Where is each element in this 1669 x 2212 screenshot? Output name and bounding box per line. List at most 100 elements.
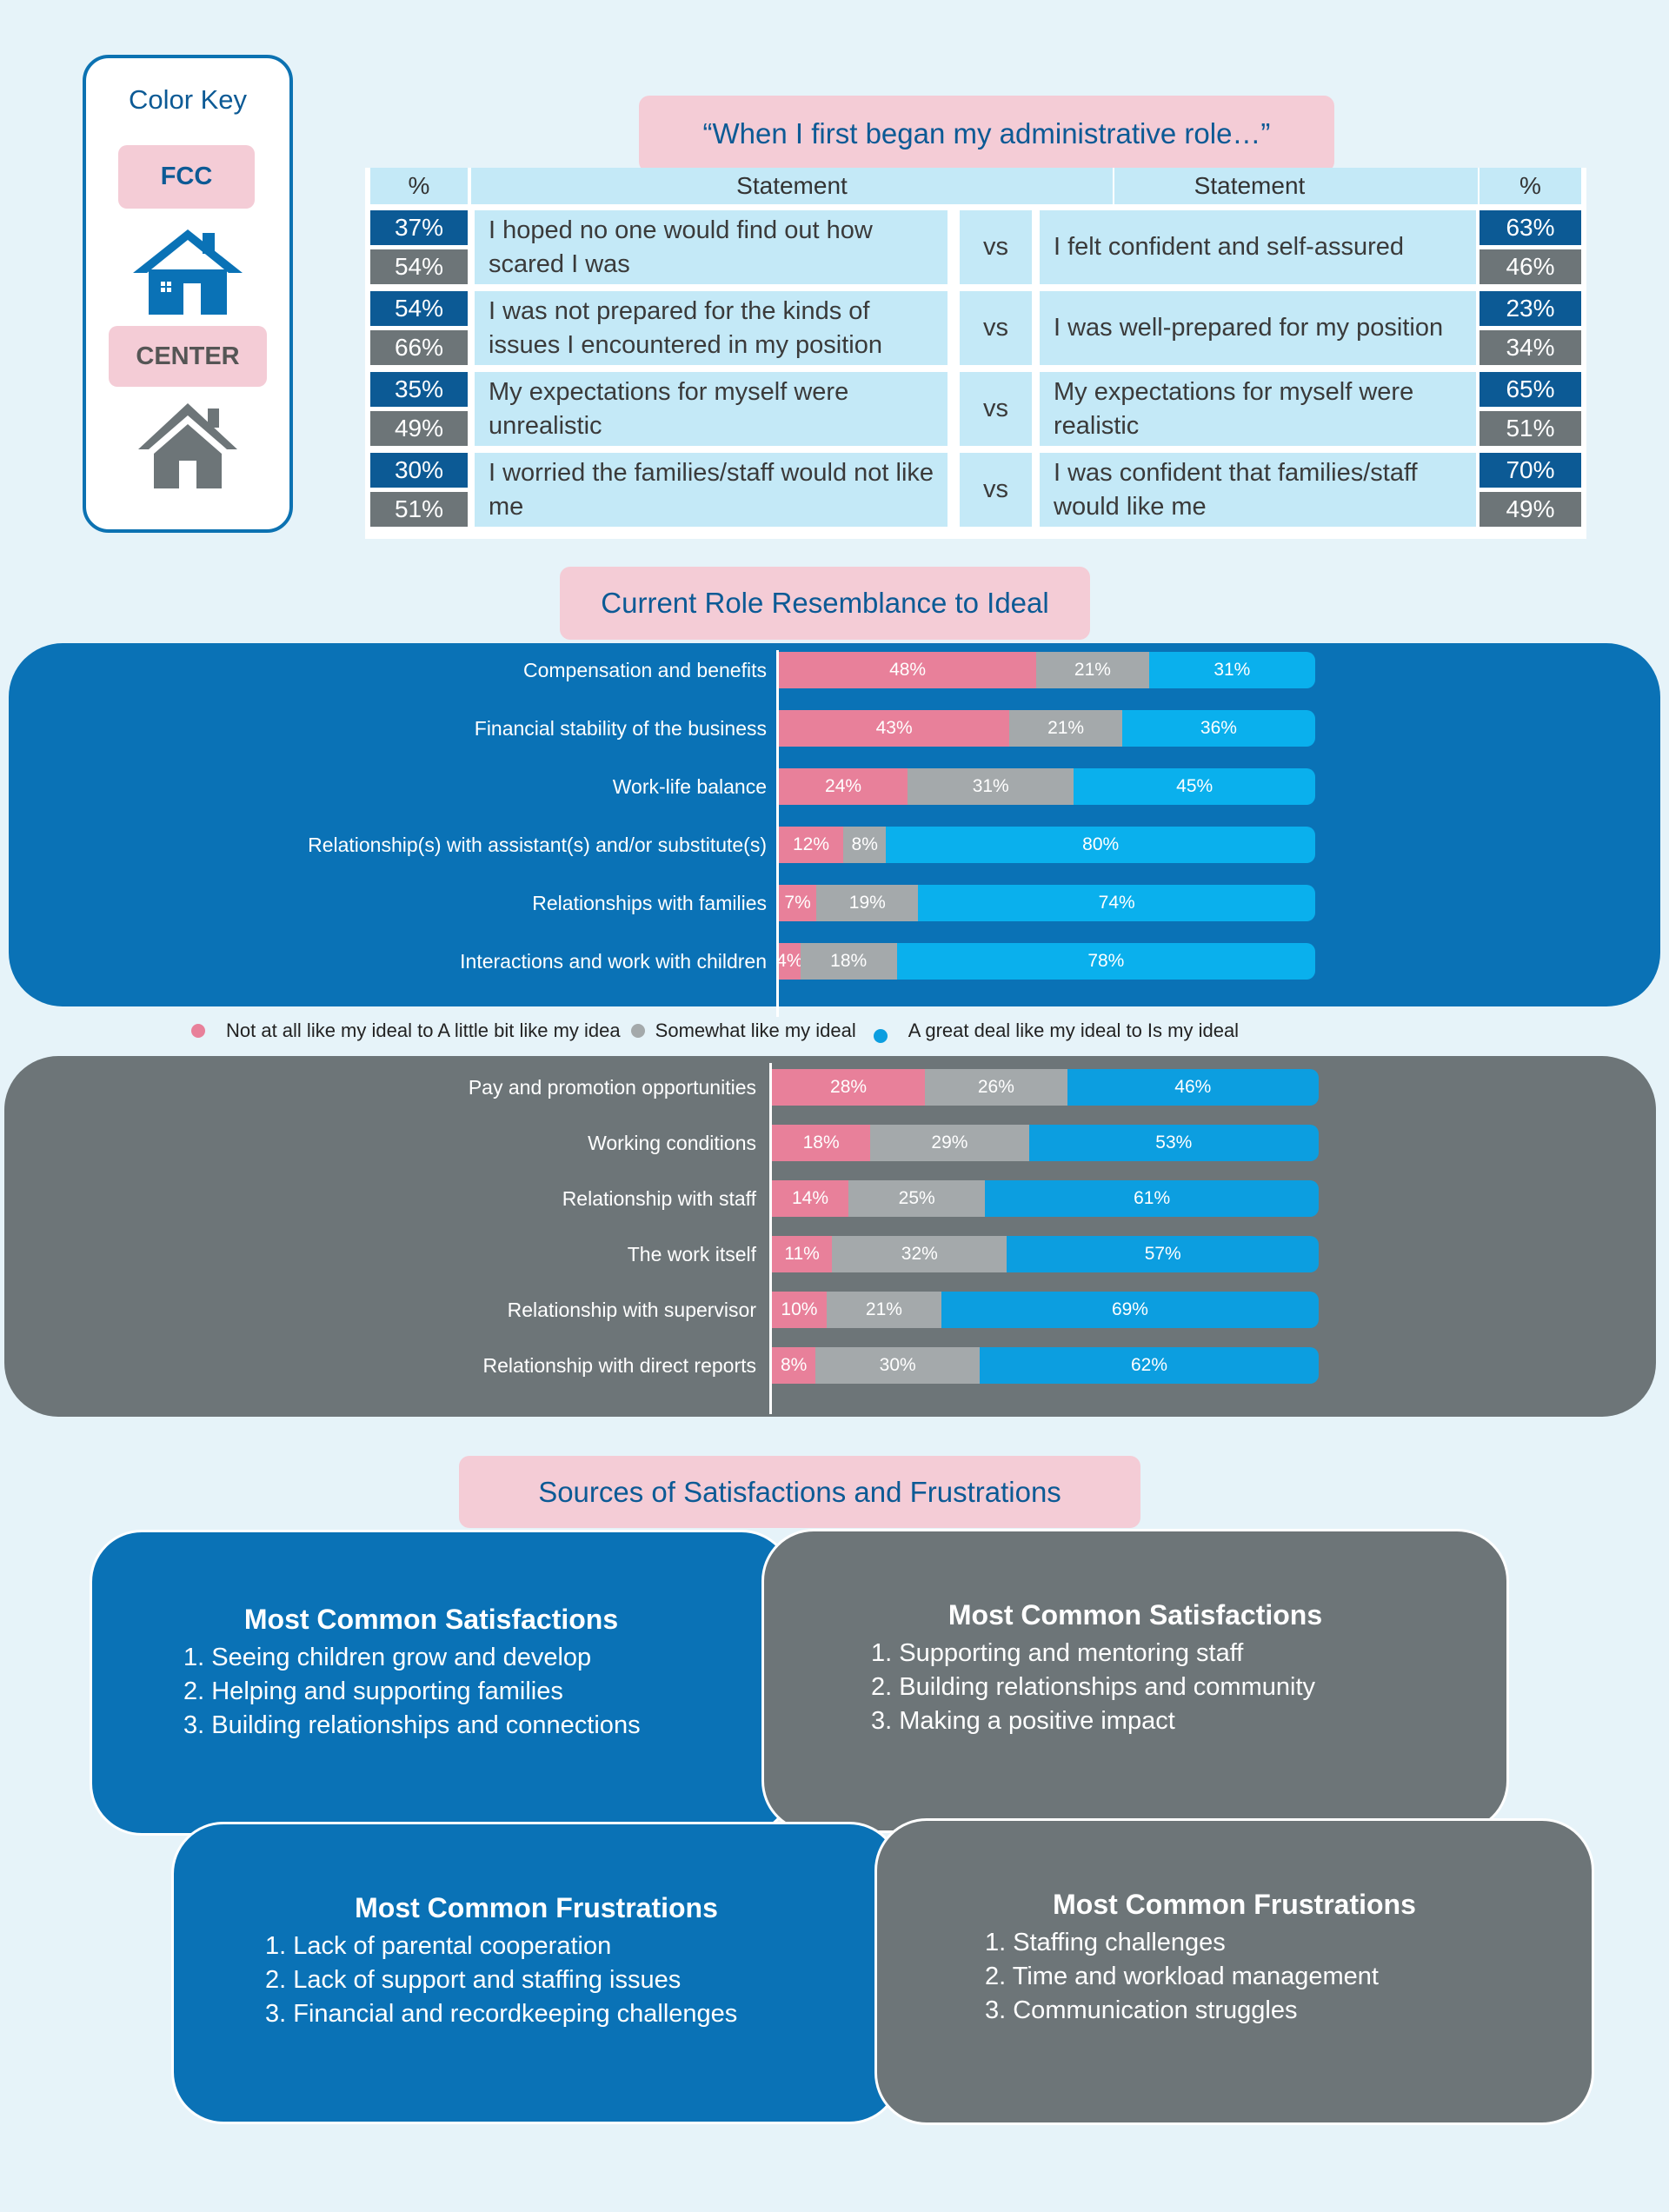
legend-label-low: Not at all like my ideal to A little bit… xyxy=(226,1020,621,1041)
left-statement: I hoped no one would find out how scared… xyxy=(475,210,948,284)
legend-item-low: Not at all like my ideal to A little bit… xyxy=(191,1020,621,1042)
card-list: 1. Staffing challenges 2. Time and workl… xyxy=(877,1926,1592,2028)
legend-label-high: A great deal like my ideal to Is my idea… xyxy=(908,1020,1240,1041)
right-fcc-pct: 23% xyxy=(1479,291,1581,326)
statement-left-header: Statement xyxy=(471,168,1113,204)
center-satisfactions-card: Most Common Satisfactions 1. Supporting … xyxy=(761,1529,1509,1833)
category-label: The work itself xyxy=(627,1243,756,1265)
category-label: Pay and promotion opportunities xyxy=(468,1076,756,1099)
left-fcc-pct: 37% xyxy=(370,210,468,245)
bar-segment: 11% xyxy=(772,1236,833,1272)
bar-segment: 62% xyxy=(980,1347,1319,1384)
sources-section-header: Sources of Satisfactions and Frustration… xyxy=(459,1456,1140,1528)
category-label: Relationships with families xyxy=(532,892,767,914)
bar-segment: 45% xyxy=(1074,768,1315,805)
bar-segment: 21% xyxy=(1009,710,1122,747)
legend-dot-gray xyxy=(630,1024,645,1038)
bar-segment: 29% xyxy=(870,1125,1029,1161)
category-label: Interactions and work with children xyxy=(460,950,767,973)
list-item: 3. Communication struggles xyxy=(985,1996,1298,2024)
bar-segment: 21% xyxy=(826,1292,941,1328)
fcc-bar-chart: Compensation and benefits 48% 21% 31% Financ… xyxy=(9,643,1660,1017)
legend-dot-blue xyxy=(873,1029,888,1043)
center-bar-chart: Pay and promotion opportunities 28% 26% 46%… xyxy=(4,1056,1656,1417)
ideal-section-header: Current Role Resemblance to Ideal xyxy=(560,567,1090,640)
list-item: 1. Seeing children grow and develop xyxy=(183,1644,592,1671)
bar-segment: 8% xyxy=(772,1347,816,1384)
list-item: 2. Building relationships and community xyxy=(871,1673,1315,1701)
right-center-pct: 49% xyxy=(1479,492,1581,527)
stacked-bar: 43% 21% 36% xyxy=(779,710,1315,747)
right-fcc-pct: 70% xyxy=(1479,453,1581,488)
category-label: Relationship(s) with assistant(s) and/or… xyxy=(308,834,767,856)
bar-segment: 31% xyxy=(908,768,1074,805)
bar-segment: 12% xyxy=(779,827,844,863)
list-item: 1. Staffing challenges xyxy=(985,1929,1226,1956)
card-list: 1. Seeing children grow and develop 2. H… xyxy=(92,1641,770,1743)
legend-item-high: A great deal like my ideal to Is my idea… xyxy=(873,1020,1239,1043)
vs-label: vs xyxy=(960,453,1032,527)
bar-segment: 46% xyxy=(1067,1069,1319,1106)
legend-label-mid: Somewhat like my ideal xyxy=(655,1020,856,1041)
right-statement: I was well-prepared for my position xyxy=(1040,291,1476,365)
list-item: 3. Making a positive impact xyxy=(871,1707,1175,1735)
right-statement: I was confident that families/staff woul… xyxy=(1040,453,1476,527)
bar-segment: 32% xyxy=(832,1236,1007,1272)
bar-segment: 30% xyxy=(815,1347,980,1384)
home-icon xyxy=(138,402,238,493)
bar-segment: 78% xyxy=(896,943,1315,980)
left-center-pct: 54% xyxy=(370,249,468,284)
bar-segment: 57% xyxy=(1007,1236,1319,1272)
center-key-label: CENTER xyxy=(109,326,267,387)
list-item: 1. Lack of parental cooperation xyxy=(265,1932,612,1960)
list-item: 2. Lack of support and staffing issues xyxy=(265,1966,682,1994)
right-fcc-pct: 65% xyxy=(1479,372,1581,407)
bar-segment: 18% xyxy=(800,943,897,980)
card-list: 1. Supporting and mentoring staff 2. Bui… xyxy=(764,1637,1506,1738)
statement-right-header: Statement xyxy=(1194,172,1306,199)
bar-segment: 43% xyxy=(779,710,1010,747)
category-label: Relationship with supervisor xyxy=(507,1299,756,1321)
bar-segment: 4% xyxy=(779,943,803,980)
left-fcc-pct: 54% xyxy=(370,291,468,326)
right-center-pct: 34% xyxy=(1479,330,1581,365)
bar-segment: 8% xyxy=(843,827,887,863)
card-title: Most Common Satisfactions xyxy=(243,1604,619,1635)
stacked-bar: 10% 21% 69% xyxy=(772,1292,1319,1328)
bar-segment: 26% xyxy=(925,1069,1067,1106)
vs-label: vs xyxy=(960,372,1032,446)
color-key-title: Color Key xyxy=(128,84,248,115)
chart-legend: Not at all like my ideal to A little bit… xyxy=(191,1015,1256,1046)
card-list: 1. Lack of parental cooperation 2. Lack … xyxy=(174,1930,899,2031)
card-title: Most Common Frustrations xyxy=(1053,1889,1416,1920)
bar-segment: 61% xyxy=(985,1180,1319,1217)
legend-item-mid: Somewhat like my ideal xyxy=(630,1020,856,1042)
left-statement: My expectations for myself were unrealis… xyxy=(475,372,948,446)
fcc-frustrations-card: Most Common Frustrations 1. Lack of pare… xyxy=(171,1822,901,2124)
stacked-bar: 8% 30% 62% xyxy=(772,1347,1319,1384)
category-label: Relationship with staff xyxy=(562,1187,756,1210)
category-label: Working conditions xyxy=(588,1132,756,1154)
bar-segment: 28% xyxy=(772,1069,926,1106)
left-statement: I worried the families/staff would not l… xyxy=(475,453,948,527)
stacked-bar: 18% 29% 53% xyxy=(772,1125,1319,1161)
bar-segment: 18% xyxy=(772,1125,871,1161)
bar-segment: 19% xyxy=(816,885,919,921)
bar-segment: 10% xyxy=(772,1292,827,1328)
bar-segment: 53% xyxy=(1028,1125,1319,1161)
left-fcc-pct: 35% xyxy=(370,372,468,407)
card-title: Most Common Frustrations xyxy=(355,1892,718,1923)
fcc-satisfactions-card: Most Common Satisfactions 1. Seeing chil… xyxy=(90,1530,794,1836)
center-frustrations-card: Most Common Frustrations 1. Staffing cha… xyxy=(874,1818,1594,2125)
category-label: Work-life balance xyxy=(612,775,767,798)
header-spacer xyxy=(1114,168,1478,204)
quote-section-header: “When I first began my administrative ro… xyxy=(639,96,1334,172)
bar-segment: 24% xyxy=(779,768,908,805)
left-center-pct: 51% xyxy=(370,492,468,527)
list-item: 2. Time and workload management xyxy=(985,1963,1379,1990)
left-fcc-pct: 30% xyxy=(370,453,468,488)
stacked-bar: 48% 21% 31% xyxy=(779,652,1315,688)
card-title: Most Common Satisfactions xyxy=(948,1599,1323,1631)
house-icon xyxy=(131,228,244,319)
right-statement: I felt confident and self-assured xyxy=(1040,210,1476,284)
